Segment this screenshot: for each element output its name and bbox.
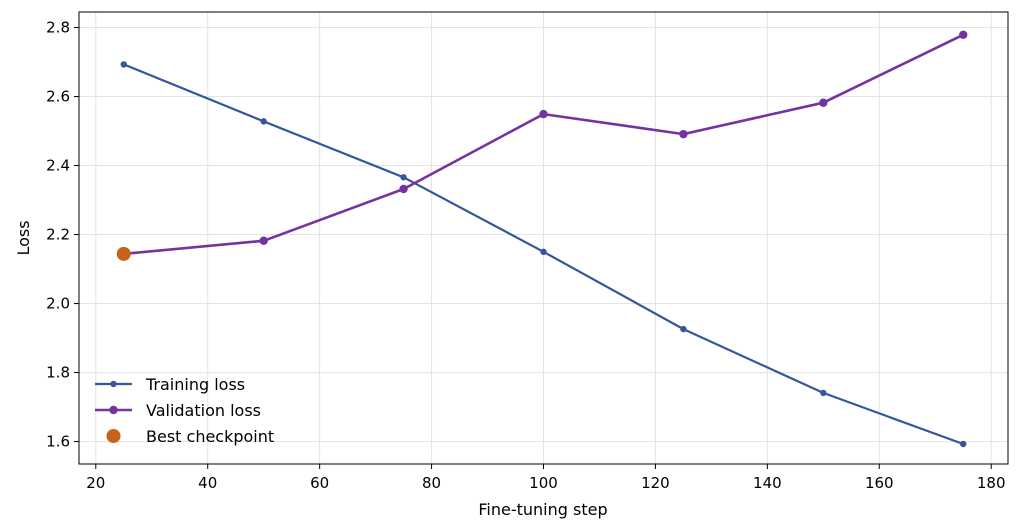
validation-loss-point — [259, 236, 268, 245]
x-tick-label: 120 — [641, 474, 670, 492]
x-tick-label: 60 — [310, 474, 329, 492]
y-tick-label: 2.2 — [46, 226, 70, 244]
series-layer — [116, 30, 968, 448]
x-tick-label: 100 — [529, 474, 558, 492]
training-loss-legend-label: Training loss — [145, 375, 245, 394]
validation-loss-legend-marker — [109, 405, 118, 415]
y-tick-label: 2.0 — [46, 295, 70, 313]
training-loss-point — [960, 440, 967, 448]
validation-loss-point — [539, 109, 548, 119]
y-tick-label: 2.8 — [46, 19, 70, 37]
y-axis-label: Loss — [14, 220, 33, 255]
training-loss-point — [540, 248, 547, 256]
x-tick-label: 40 — [198, 474, 217, 492]
x-axis-label: Fine-tuning step — [478, 500, 607, 519]
best-checkpoint-point — [116, 246, 131, 261]
training-loss-point — [400, 174, 407, 181]
x-tick-label: 160 — [865, 474, 894, 492]
x-tick-label: 180 — [977, 474, 1006, 492]
y-tick-label: 2.6 — [46, 88, 70, 106]
validation-loss-point — [819, 98, 828, 107]
training-loss-point — [260, 118, 267, 125]
x-tick-label: 140 — [753, 474, 782, 492]
validation-loss-point — [959, 30, 968, 39]
validation-loss-legend-label: Validation loss — [146, 401, 261, 420]
training-loss-point — [820, 389, 827, 397]
grid-lines — [79, 12, 1008, 464]
y-tick-label: 2.4 — [46, 157, 70, 175]
training-loss-point — [120, 61, 127, 68]
y-tick-label: 1.6 — [46, 433, 70, 451]
best-checkpoint-legend-marker — [106, 429, 121, 443]
x-axis-ticks: 20 40 60 80 100 120 140 160 180 — [86, 464, 1006, 492]
validation-loss-point — [679, 129, 688, 139]
x-tick-label: 20 — [86, 474, 105, 492]
validation-loss-point — [399, 184, 408, 194]
training-loss-legend-marker — [110, 380, 117, 388]
x-tick-label: 80 — [422, 474, 441, 492]
y-axis-ticks: 1.6 1.8 2.0 2.2 2.4 2.6 2.8 — [46, 19, 79, 451]
training-loss-point — [680, 325, 687, 333]
best-checkpoint-legend-label: Best checkpoint — [146, 427, 274, 446]
legend: Training loss Validation loss Best checkpo… — [95, 375, 274, 446]
y-tick-label: 1.8 — [46, 364, 70, 382]
